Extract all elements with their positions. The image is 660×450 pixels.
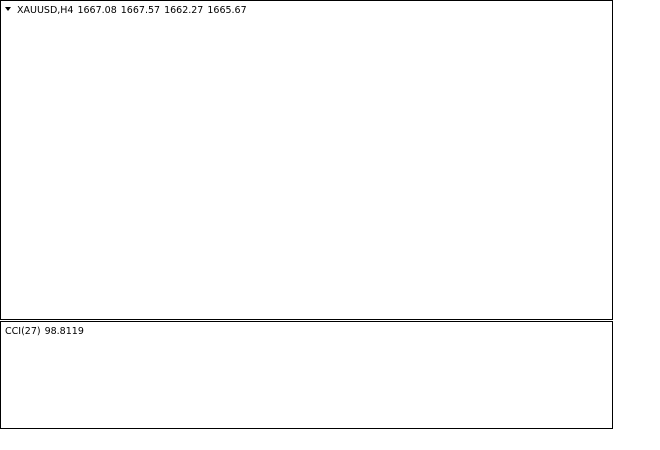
menu-triangle <box>5 7 11 11</box>
high-value: 1667.57 <box>121 5 160 16</box>
cci-value: 98.8119 <box>45 326 84 337</box>
cci-header: CCI(27) 98.8119 <box>5 326 84 337</box>
cci-frame <box>0 321 613 429</box>
symbol: XAUUSD,H4 <box>17 5 73 16</box>
close-value: 1665.67 <box>207 5 246 16</box>
chart-header: XAUUSD,H4 1667.08 1667.57 1662.27 1665.67 <box>17 5 247 16</box>
open-value: 1667.08 <box>77 5 116 16</box>
low-value: 1662.27 <box>164 5 203 16</box>
main-frame <box>0 0 613 320</box>
cci-label: CCI(27) <box>5 326 41 337</box>
